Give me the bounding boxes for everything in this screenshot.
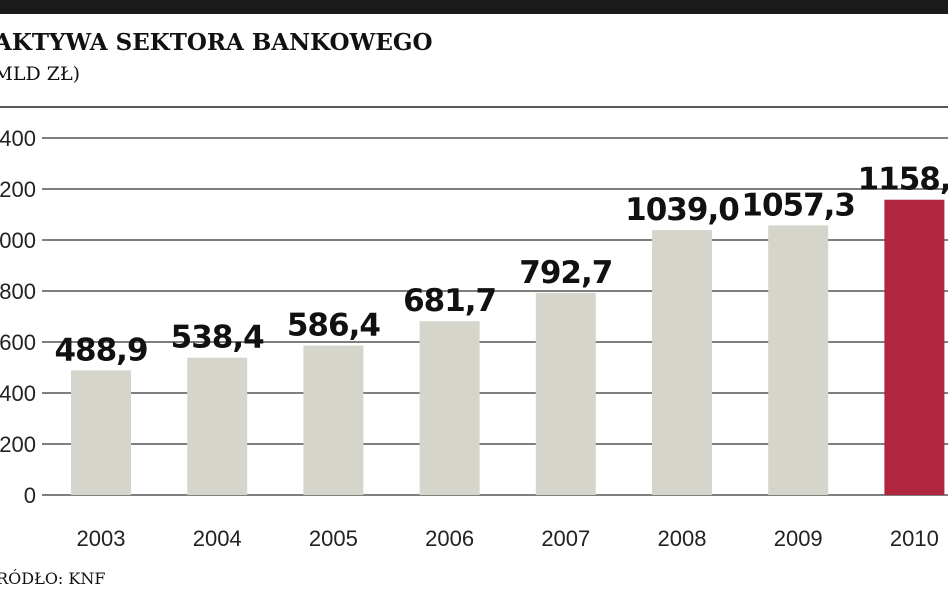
chart-subtitle: (MLD ZŁ) xyxy=(0,63,80,85)
y-tick-label: 200 xyxy=(0,432,36,457)
y-tick-label: 800 xyxy=(0,279,36,304)
bar xyxy=(419,321,480,495)
value-label: 681,7 xyxy=(403,283,496,319)
source-note: ŹRÓDŁO: KNF xyxy=(0,568,105,588)
x-tick-label: 2008 xyxy=(658,526,707,551)
bar xyxy=(71,370,131,495)
value-label: 1158,0 xyxy=(858,162,948,198)
y-tick-label: 600 xyxy=(0,330,36,355)
x-tick-label: 2005 xyxy=(309,526,358,551)
chart-title: AKTYWA SEKTORA BANKOWEGO xyxy=(0,29,433,56)
x-tick-label: 2010 xyxy=(890,526,939,551)
y-tick-label: 1000 xyxy=(0,228,36,253)
y-tick-label: 0 xyxy=(24,483,36,508)
bar xyxy=(303,345,364,495)
value-label: 488,9 xyxy=(54,332,147,368)
y-tick-label: 1400 xyxy=(0,126,36,151)
x-tick-label: 2004 xyxy=(193,526,242,551)
bar xyxy=(768,225,829,496)
top-band xyxy=(0,0,948,14)
value-label: 1039,0 xyxy=(625,192,739,228)
bar xyxy=(652,230,712,495)
y-tick-label: 1200 xyxy=(0,177,36,202)
x-tick-label: 2006 xyxy=(425,526,474,551)
value-label: 538,4 xyxy=(171,320,264,356)
value-label: 586,4 xyxy=(287,307,380,343)
x-tick-label: 2007 xyxy=(541,526,590,551)
bar xyxy=(535,292,596,495)
value-label: 792,7 xyxy=(519,255,612,291)
bar xyxy=(187,357,248,495)
value-label: 1057,3 xyxy=(741,187,855,223)
x-tick-label: 2003 xyxy=(77,526,126,551)
bar xyxy=(884,199,945,495)
y-tick-label: 400 xyxy=(0,381,36,406)
x-tick-label: 2009 xyxy=(774,526,823,551)
